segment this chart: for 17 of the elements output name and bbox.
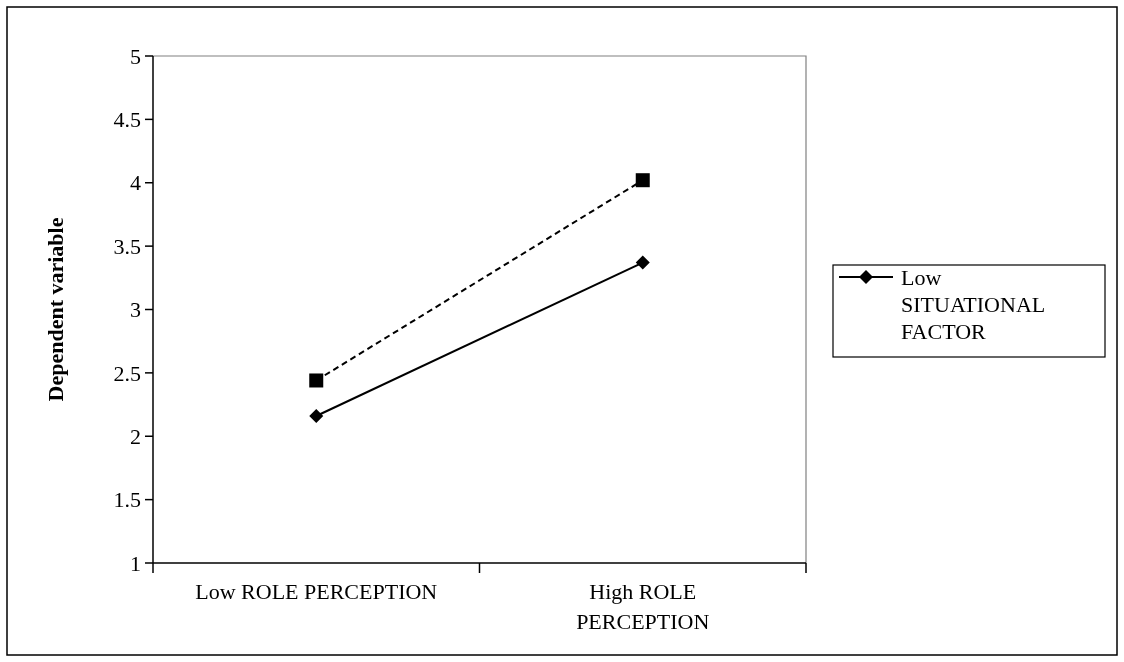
y-tick-label: 5 <box>130 43 141 69</box>
y-tick-label: 4 <box>130 170 141 196</box>
legend-label: Low SITUATIONAL FACTOR <box>901 265 1046 344</box>
y-tick-label: 4.5 <box>113 107 141 133</box>
y-tick-label: 2 <box>130 423 141 449</box>
point <box>309 408 324 423</box>
y-tick-label: 2.5 <box>113 360 141 386</box>
x-tick-label: High ROLE PERCEPTION <box>576 579 710 634</box>
x-tick-label: Low ROLE PERCEPTION <box>195 579 438 604</box>
y-tick-label: 3 <box>130 297 141 323</box>
y-axis-title: Dependent variable <box>43 217 68 402</box>
y-tick-label: 3.5 <box>113 233 141 259</box>
point <box>309 373 324 388</box>
point <box>635 255 650 270</box>
y-tick-label: 1 <box>130 550 141 576</box>
y-tick-label: 1.5 <box>113 487 141 513</box>
point <box>635 173 650 188</box>
